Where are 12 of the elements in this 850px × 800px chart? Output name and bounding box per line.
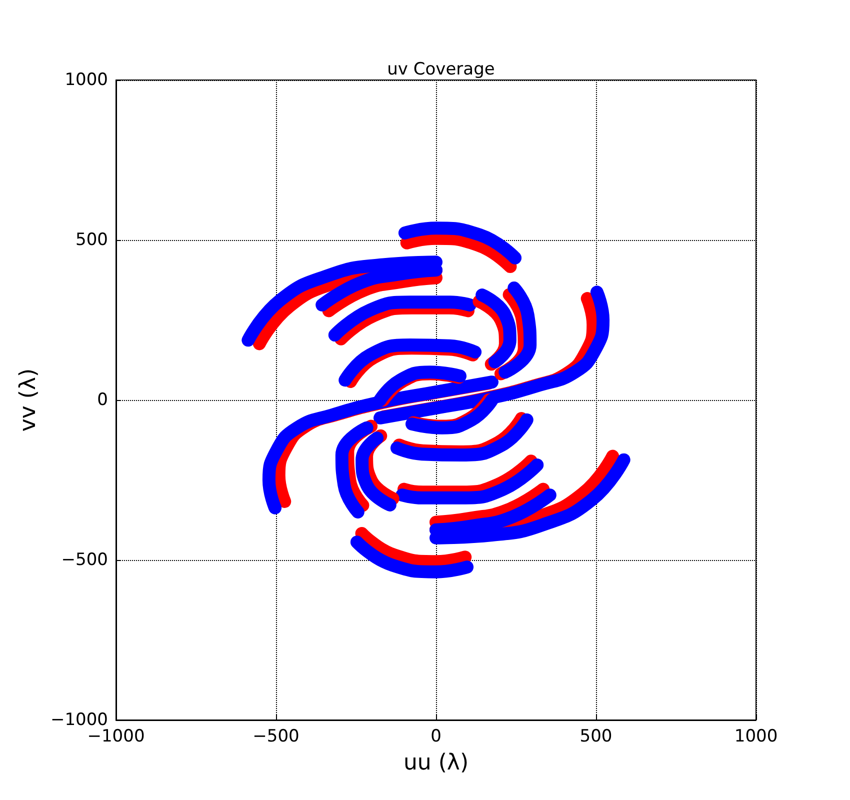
y-tick-label: 0 (97, 390, 108, 410)
chart-title: uv Coverage (387, 60, 495, 80)
y-tick-label: 1000 (64, 70, 108, 90)
y-tick-label: 500 (76, 230, 108, 250)
x-tick-label: −500 (252, 726, 300, 746)
x-tick-label: 0 (430, 726, 442, 746)
x-tick-label: 500 (580, 726, 612, 746)
x-axis-title: uu (λ) (403, 750, 469, 776)
y-axis-title: vv (λ) (16, 368, 42, 432)
y-tick-label: −500 (61, 550, 108, 570)
y-tick-label: −1000 (50, 710, 108, 730)
x-tick-label: 1000 (734, 726, 778, 746)
